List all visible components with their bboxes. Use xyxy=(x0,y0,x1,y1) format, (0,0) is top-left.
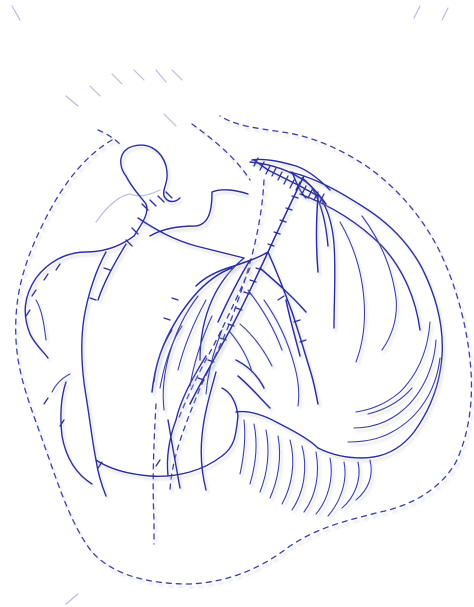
dashed-outline xyxy=(15,115,473,585)
heart-contours xyxy=(24,144,444,497)
vessel-ticks xyxy=(25,157,325,469)
faint-strokes xyxy=(11,5,449,605)
coronary-vessels xyxy=(151,159,327,409)
fibre-strokes xyxy=(35,215,441,517)
